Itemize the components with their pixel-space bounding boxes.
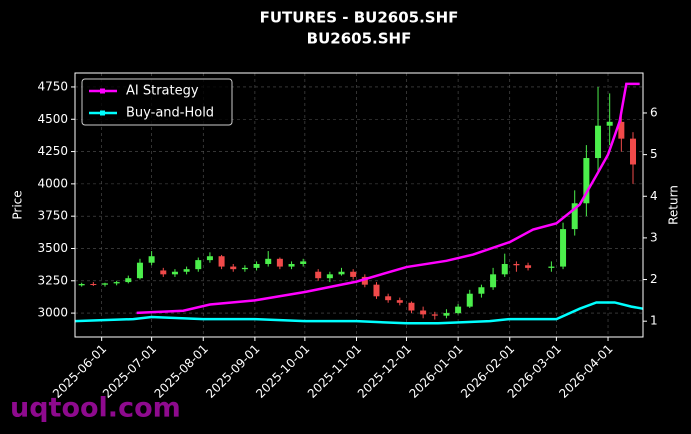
candle-body [373, 284, 380, 297]
candle-body [583, 158, 590, 204]
candle-body [101, 283, 108, 285]
y2-tick-label: 6 [650, 105, 658, 119]
y2-tick-label: 5 [650, 147, 658, 161]
candle-body [478, 287, 485, 294]
candle-body [525, 265, 532, 268]
candle-body [595, 125, 602, 159]
candle-body [78, 284, 85, 286]
candle-body [571, 203, 578, 230]
chart-title: FUTURES - BU2605.SHF [260, 9, 459, 27]
candle-body [385, 296, 392, 301]
watermark: uqtool.com [10, 393, 181, 424]
x-tick-label: 2025-12-01 [355, 342, 414, 401]
y2-tick-label: 4 [650, 189, 658, 203]
legend-label: Buy-and-Hold [126, 106, 214, 121]
chart-subtitle: BU2605.SHF [307, 30, 412, 48]
y-tick-label: 3000 [37, 306, 68, 320]
x-tick-label: 2026-01-01 [406, 342, 465, 401]
candle-body [420, 310, 427, 315]
candle-body [455, 306, 462, 314]
candle-body [148, 256, 155, 263]
candle-body [276, 258, 283, 267]
candle-body [560, 229, 567, 267]
candle-body [241, 267, 248, 270]
y2-tick-label: 1 [650, 314, 658, 328]
candle-body [443, 313, 450, 316]
candle-body [136, 262, 143, 279]
candle-body [408, 302, 415, 311]
candle-body [90, 284, 97, 286]
y-tick-label: 3250 [37, 273, 68, 287]
y-tick-label: 3500 [37, 241, 68, 255]
candle-body [218, 256, 225, 267]
candle-body [125, 278, 132, 283]
x-tick-label: 2026-04-01 [556, 342, 615, 401]
y-axis-label: Price [11, 190, 25, 219]
y2-tick-label: 2 [650, 272, 658, 286]
legend-marker [100, 110, 105, 116]
candle-body [548, 266, 555, 268]
plot-frame [74, 72, 644, 338]
candle-body [265, 258, 272, 264]
candle-body [113, 282, 120, 284]
y-tick-label: 4250 [37, 144, 68, 158]
candle-body [288, 263, 295, 267]
legend-label: AI Strategy [126, 84, 199, 99]
y-tick-label: 4000 [37, 176, 68, 190]
legend-box [81, 78, 233, 126]
candle-body [618, 121, 625, 139]
return-line [136, 82, 640, 315]
candle-body [195, 260, 202, 270]
candle-body [315, 271, 322, 279]
candle-body [396, 300, 403, 303]
candle-body [490, 274, 497, 288]
y-tick-label: 4500 [37, 112, 68, 126]
candle-body [206, 256, 213, 261]
candle-body [350, 271, 357, 277]
candle-body [501, 263, 508, 275]
y-tick-label: 4750 [37, 79, 68, 93]
candle-body [171, 271, 178, 275]
candle-body [466, 293, 473, 307]
x-tick-label: 2025-10-01 [253, 342, 312, 401]
return-line [74, 301, 644, 325]
candle-body [431, 314, 438, 316]
candle-body [361, 276, 368, 285]
candle-body [326, 274, 333, 279]
legend-marker [100, 88, 105, 94]
candle-body [513, 263, 520, 266]
y2-tick-label: 3 [650, 230, 658, 244]
candle-body [606, 121, 613, 126]
candle-body [300, 261, 307, 264]
candle-body [338, 271, 345, 275]
candle-body [253, 263, 260, 268]
y-tick-label: 3750 [37, 209, 68, 223]
candle-body [230, 266, 237, 270]
y2-axis-label: Return [667, 185, 681, 225]
candle-body [630, 138, 637, 165]
candle-body [183, 269, 190, 272]
candle-body [160, 270, 167, 275]
